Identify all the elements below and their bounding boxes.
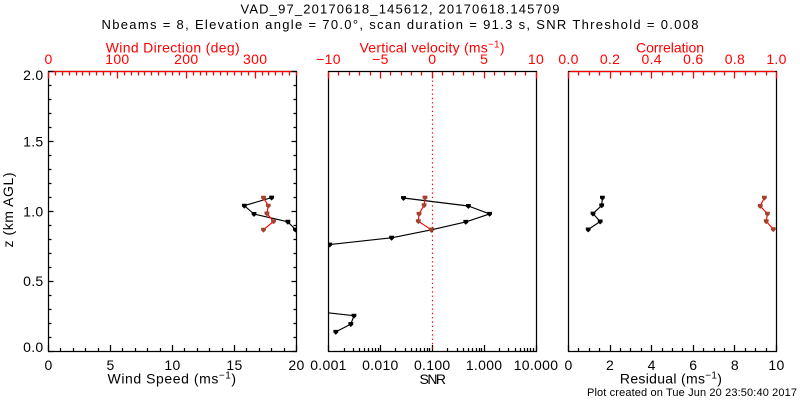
svg-text:0.0: 0.0 [558, 51, 578, 67]
svg-text:−5: −5 [372, 51, 389, 67]
svg-text:Wind Speed (ms−1): Wind Speed (ms−1) [108, 371, 236, 387]
svg-text:20: 20 [288, 357, 304, 373]
svg-text:Vertical velocity (ms−1): Vertical velocity (ms−1) [360, 40, 505, 56]
svg-text:5: 5 [106, 357, 114, 373]
svg-text:10: 10 [528, 51, 544, 67]
svg-text:1.000: 1.000 [466, 357, 503, 373]
svg-text:300: 300 [243, 51, 267, 67]
svg-text:6: 6 [689, 357, 697, 373]
svg-text:SNR: SNR [420, 371, 447, 387]
svg-text:Residual (ms−1): Residual (ms−1) [620, 371, 722, 387]
svg-text:0.2: 0.2 [600, 51, 620, 67]
svg-text:0.6: 0.6 [683, 51, 703, 67]
svg-text:10: 10 [164, 357, 180, 373]
svg-text:−10: −10 [316, 51, 341, 67]
svg-text:VAD_97_20170618_145612, 201706: VAD_97_20170618_145612, 20170618.145709 [241, 1, 560, 16]
svg-text:200: 200 [174, 51, 198, 67]
svg-text:8: 8 [731, 357, 739, 373]
svg-text:0.100: 0.100 [414, 357, 451, 373]
svg-text:0.5: 0.5 [23, 273, 43, 289]
svg-text:0: 0 [44, 51, 52, 67]
svg-text:Wind Direction (deg): Wind Direction (deg) [106, 40, 240, 56]
svg-text:15: 15 [226, 357, 242, 373]
svg-text:1.0: 1.0 [766, 51, 786, 67]
svg-text:4: 4 [648, 357, 656, 373]
svg-text:Correlation: Correlation [636, 40, 704, 56]
svg-text:1.5: 1.5 [23, 133, 43, 149]
svg-text:Nbeams = 8, Elevation angle =: Nbeams = 8, Elevation angle = 70.0°, sca… [101, 17, 698, 32]
svg-text:1.0: 1.0 [23, 203, 43, 219]
svg-text:10.000: 10.000 [514, 357, 559, 373]
svg-text:0: 0 [564, 357, 572, 373]
svg-text:0.8: 0.8 [725, 51, 745, 67]
svg-text:2: 2 [606, 357, 614, 373]
svg-text:z (km AGL): z (km AGL) [0, 173, 16, 248]
svg-text:0.4: 0.4 [642, 51, 662, 67]
svg-text:100: 100 [105, 51, 129, 67]
svg-text:5: 5 [480, 51, 488, 67]
svg-text:0.001: 0.001 [310, 357, 347, 373]
svg-text:10: 10 [768, 357, 784, 373]
svg-text:0: 0 [428, 51, 436, 67]
svg-text:0: 0 [44, 357, 52, 373]
svg-text:0.010: 0.010 [362, 357, 399, 373]
svg-text:0.0: 0.0 [23, 339, 43, 355]
svg-text:2.0: 2.0 [23, 67, 43, 83]
svg-text:Plot created on Tue Jun 20 23:: Plot created on Tue Jun 20 23:50:40 2017 [587, 387, 797, 399]
